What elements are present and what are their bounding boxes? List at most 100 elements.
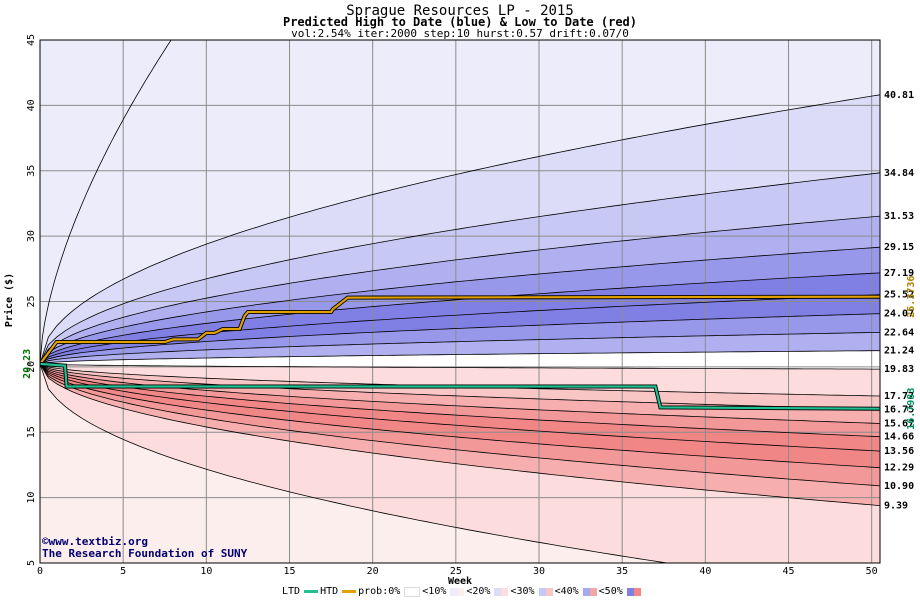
curve-end-label: 27.19 [884, 268, 914, 279]
band-low-6 [40, 363, 880, 468]
plot-area [40, 40, 880, 563]
x-tick-label: 10 [200, 566, 212, 577]
x-tick-label: 50 [866, 566, 878, 577]
band-median [40, 350, 880, 370]
low-curve [40, 363, 880, 438]
series-end-label-htd: 25.3736 [906, 276, 917, 318]
legend-swatch-20 [494, 587, 509, 596]
band-low-outer [40, 363, 880, 563]
high-curve [40, 172, 880, 365]
band-low-7 [40, 363, 880, 486]
x-tick-label: 20 [367, 566, 379, 577]
curve-end-label: 9.39 [884, 501, 908, 512]
legend-band-40: <40% [554, 586, 579, 597]
legend-band-50: <50% [598, 586, 623, 597]
curve-end-label: 25.52 [884, 290, 914, 301]
curve-end-label: 17.77 [884, 391, 914, 402]
y-tick-label: 5 [26, 560, 37, 566]
legend-htd-label: HTD [320, 586, 339, 597]
high-curve [40, 94, 880, 365]
curve-end-label: 13.56 [884, 446, 914, 457]
curve-end-label: 14.66 [884, 432, 914, 443]
high-curve [40, 272, 880, 365]
high-curve [40, 350, 880, 365]
x-tick-label: 45 [782, 566, 794, 577]
y-tick-label: 30 [26, 230, 37, 242]
band-high-6 [40, 294, 880, 364]
y-tick-label: 35 [26, 165, 37, 177]
band-high-4 [40, 247, 880, 364]
chart-subtitle: Predicted High to Date (blue) & Low to D… [282, 15, 637, 29]
curve-end-label: 29.15 [884, 242, 914, 253]
series-end-label-ltd: 16.7983 [906, 388, 917, 430]
band-low-8 [40, 363, 880, 506]
curve-end-label: 10.90 [884, 481, 914, 492]
series-line-ltd [40, 362, 880, 410]
y-tick-label: 45 [26, 34, 37, 46]
low-curve-outer [40, 363, 670, 563]
start-price-label: 20.23 [22, 349, 33, 379]
chart-legend: LTD HTD prob:0% <10% <20% <30% <40% <50% [282, 586, 643, 597]
legend-swatch-30 [538, 587, 553, 596]
x-axis-label: Week [448, 576, 472, 587]
band-low-1 [40, 363, 880, 396]
band-low-4 [40, 363, 880, 437]
legend-swatch-10 [450, 587, 465, 596]
x-tick-label: 30 [533, 566, 545, 577]
y-axis-label: Price ($) [3, 273, 15, 327]
curve-end-label: 31.53 [884, 211, 914, 222]
high-curve-outer [40, 40, 172, 364]
y-tick-label: 40 [26, 99, 37, 111]
legend-swatch-50 [626, 587, 641, 596]
x-tick-label: 35 [616, 566, 628, 577]
curve-end-label: 40.81 [884, 90, 914, 101]
band-high-1 [40, 94, 880, 364]
high-curve [40, 215, 880, 365]
x-tick-label: 40 [699, 566, 711, 577]
curve-end-label: 34.84 [884, 168, 914, 179]
x-tick-label: 0 [37, 566, 43, 577]
high-curve [40, 246, 880, 365]
curve-end-label: 21.24 [884, 346, 914, 357]
legend-ltd-label: LTD [282, 586, 301, 597]
high-curve [40, 294, 880, 365]
legend-ltd-swatch [304, 590, 319, 593]
series-line-htd [40, 295, 880, 365]
band-high-2 [40, 172, 880, 364]
legend-band-10: <10% [422, 586, 447, 597]
high-curve [40, 313, 880, 365]
curve-end-label: 12.29 [884, 463, 914, 474]
band-high-3 [40, 216, 880, 364]
band-high-7 [40, 313, 880, 364]
y-tick-label: 25 [26, 295, 37, 307]
legend-swatch-0 [404, 586, 421, 597]
legend-htd-swatch [342, 590, 357, 593]
low-curve [40, 363, 880, 410]
low-curve [40, 363, 880, 370]
curve-end-label: 22.64 [884, 327, 914, 338]
curve-end-label: 24.07 [884, 309, 914, 320]
y-tick-label: 20 [26, 361, 37, 373]
chart-params: vol:2.54% iter:2000 step:10 hurst:0.57 d… [291, 27, 629, 40]
curve-end-label: 16.75 [884, 404, 914, 415]
band-high-8 [40, 332, 880, 364]
chart-title: Sprague Resources LP - 2015 [346, 3, 574, 19]
low-curve [40, 363, 880, 452]
credit-url: ©www.textbiz.org [42, 535, 148, 548]
curve-end-label: 15.67 [884, 418, 914, 429]
band-low-5 [40, 363, 880, 452]
plot-border [39, 39, 881, 564]
legend-prob-label: prob:0% [358, 586, 401, 597]
high-curve [40, 332, 880, 365]
x-tick-label: 5 [120, 566, 126, 577]
curve-end-label: 19.83 [884, 364, 914, 375]
low-curve [40, 363, 880, 506]
x-tick-label: 25 [450, 566, 462, 577]
low-curve [40, 363, 880, 487]
legend-band-30: <30% [510, 586, 535, 597]
x-tick-label: 15 [283, 566, 295, 577]
y-tick-label: 10 [26, 492, 37, 504]
legend-band-20: <20% [466, 586, 491, 597]
credit-org: The Research Foundation of SUNY [42, 547, 248, 560]
